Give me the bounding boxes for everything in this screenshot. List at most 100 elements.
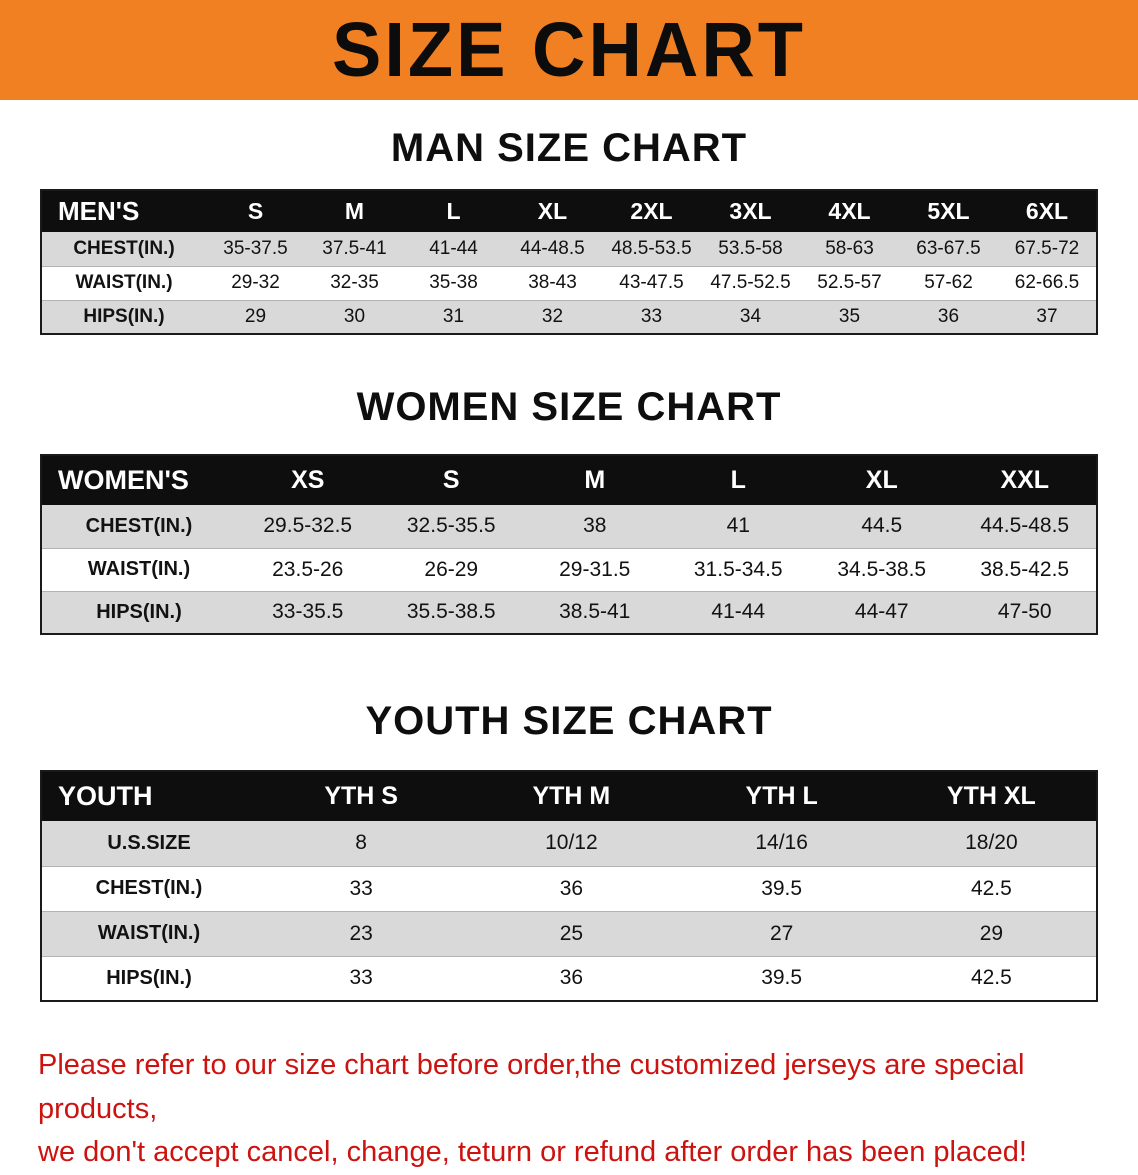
size-column-header: M bbox=[523, 455, 667, 505]
page-title: SIZE CHART bbox=[332, 6, 806, 93]
size-value-cell: 27 bbox=[769, 921, 794, 945]
table-corner-label: YOUTH bbox=[41, 771, 256, 821]
table-header-row: WOMEN'S XS S M L XL XXL bbox=[41, 455, 1097, 505]
size-value-cell: 34 bbox=[739, 305, 762, 327]
size-value-cell: 57-62 bbox=[924, 272, 973, 293]
size-value-cell: 35.5-38.5 bbox=[406, 600, 496, 624]
size-column-header: XS bbox=[236, 455, 380, 505]
table-header-row: MEN'S S M L XL 2XL 3XL 4XL 5XL 6XL bbox=[41, 190, 1097, 232]
size-value-cell: 29 bbox=[979, 921, 1004, 945]
row-label: HIPS(IN.) bbox=[83, 305, 165, 327]
youth-section-title: YOUTH SIZE CHART bbox=[365, 699, 773, 743]
size-column-header: XL bbox=[810, 455, 954, 505]
size-value-cell: 8 bbox=[355, 831, 367, 855]
row-label: CHEST(IN.) bbox=[95, 877, 203, 899]
size-column-header: 5XL bbox=[899, 190, 998, 232]
size-value-cell: 38.5-42.5 bbox=[980, 557, 1070, 581]
size-value-cell: 44.5 bbox=[861, 514, 903, 538]
table-corner-label: WOMEN'S bbox=[41, 455, 236, 505]
size-value-cell: 29.5-32.5 bbox=[263, 514, 353, 538]
size-value-cell: 42.5 bbox=[970, 966, 1012, 990]
size-value-cell: 32.5-35.5 bbox=[406, 514, 496, 538]
size-column-header: YTH XL bbox=[886, 771, 1097, 821]
measurement-row: WAIST(IN.) 29-32 32-35 35-38 38-43 43-47.5 47.… bbox=[41, 266, 1097, 300]
row-label: U.S.SIZE bbox=[107, 831, 191, 854]
size-value-cell: 33 bbox=[640, 305, 663, 327]
women-size-section: WOMEN SIZE CHART WOMEN'S XS S M L XL XXL CHEST(… bbox=[0, 385, 1138, 635]
size-value-cell: 31.5-34.5 bbox=[693, 557, 783, 581]
size-value-cell: 23.5-26 bbox=[272, 557, 344, 581]
table-corner-label: MEN'S bbox=[41, 190, 206, 232]
size-value-cell: 33-35.5 bbox=[272, 600, 344, 624]
size-column-header: YTH S bbox=[256, 771, 467, 821]
size-value-cell: 47-50 bbox=[997, 600, 1052, 624]
row-label: CHEST(IN.) bbox=[73, 237, 175, 259]
size-value-cell: 67.5-72 bbox=[1014, 237, 1080, 259]
size-value-cell: 18/20 bbox=[965, 831, 1018, 855]
size-column-header: 4XL bbox=[800, 190, 899, 232]
size-value-cell: 29-31.5 bbox=[559, 557, 631, 581]
size-value-cell: 44.5-48.5 bbox=[980, 514, 1070, 538]
size-value-cell: 53.5-58 bbox=[718, 237, 783, 259]
size-value-cell: 36 bbox=[559, 876, 584, 900]
measurement-row: WAIST(IN.) 23.5-26 26-29 29-31.5 31.5-34.5 34… bbox=[41, 548, 1097, 591]
size-value-cell: 10/12 bbox=[545, 831, 598, 855]
size-value-cell: 35 bbox=[838, 305, 861, 327]
size-column-header: 3XL bbox=[701, 190, 800, 232]
size-value-cell: 38.5-41 bbox=[559, 600, 631, 624]
size-value-cell: 35-37.5 bbox=[223, 237, 288, 259]
row-label: WAIST(IN.) bbox=[87, 558, 191, 580]
size-value-cell: 44-48.5 bbox=[520, 237, 585, 259]
measurement-row: CHEST(IN.) 35-37.5 37.5-41 41-44 44-48.5 48.5… bbox=[41, 232, 1097, 266]
size-value-cell: 36 bbox=[937, 305, 960, 327]
size-value-cell: 34.5-38.5 bbox=[837, 557, 927, 581]
size-column-header: L bbox=[666, 455, 810, 505]
size-value-cell: 48.5-53.5 bbox=[611, 237, 692, 259]
measurement-row: U.S.SIZE 8 10/12 14/16 18/20 bbox=[41, 821, 1097, 866]
size-value-cell: 41 bbox=[726, 514, 750, 538]
disclaimer: Please refer to our size chart before or… bbox=[0, 1044, 1138, 1175]
size-value-cell: 37 bbox=[1036, 305, 1058, 327]
size-value-cell: 62-66.5 bbox=[1014, 272, 1080, 293]
size-value-cell: 37.5-41 bbox=[322, 237, 387, 259]
size-value-cell: 29-32 bbox=[231, 272, 280, 293]
men-size-table: MEN'S S M L XL 2XL 3XL 4XL 5XL 6XL CHEST(IN.) 35-37… bbox=[40, 189, 1098, 335]
size-value-cell: 30 bbox=[343, 305, 366, 327]
size-value-cell: 44-47 bbox=[854, 600, 909, 624]
size-value-cell: 39.5 bbox=[761, 876, 803, 900]
size-value-cell: 58-63 bbox=[825, 237, 874, 259]
measurement-row: CHEST(IN.) 33 36 39.5 42.5 bbox=[41, 866, 1097, 911]
size-column-header: 2XL bbox=[602, 190, 701, 232]
table-header-row: YOUTH YTH S YTH M YTH L YTH XL bbox=[41, 771, 1097, 821]
size-column-header: XXL bbox=[953, 455, 1097, 505]
measurement-row: HIPS(IN.) 29 30 31 32 33 34 35 36 37 bbox=[41, 300, 1097, 334]
size-value-cell: 63-67.5 bbox=[916, 237, 981, 259]
size-value-cell: 26-29 bbox=[424, 557, 479, 581]
size-column-header: L bbox=[404, 190, 503, 232]
size-column-header: YTH M bbox=[466, 771, 677, 821]
row-label: WAIST(IN.) bbox=[97, 922, 201, 944]
measurement-row: HIPS(IN.) 33 36 39.5 42.5 bbox=[41, 956, 1097, 1001]
size-value-cell: 14/16 bbox=[755, 831, 808, 855]
measurement-row: CHEST(IN.) 29.5-32.5 32.5-35.5 38 41 44.5 44.5… bbox=[41, 505, 1097, 548]
size-value-cell: 47.5-52.5 bbox=[710, 272, 791, 293]
men-size-section: MAN SIZE CHART MEN'S S M L XL 2XL 3XL 4XL 5XL 6XL… bbox=[0, 126, 1138, 335]
measurement-row: WAIST(IN.) 23 25 27 29 bbox=[41, 911, 1097, 956]
size-value-cell: 23 bbox=[349, 921, 373, 945]
size-value-cell: 31 bbox=[442, 305, 465, 327]
size-column-header: M bbox=[305, 190, 404, 232]
youth-size-section: YOUTH SIZE CHART YOUTH YTH S YTH M YTH L YTH… bbox=[0, 699, 1138, 1002]
size-value-cell: 38-43 bbox=[528, 272, 577, 293]
men-section-title: MAN SIZE CHART bbox=[390, 126, 748, 170]
size-value-cell: 33 bbox=[349, 876, 373, 900]
size-value-cell: 32-35 bbox=[330, 272, 379, 293]
size-value-cell: 43-47.5 bbox=[619, 272, 684, 293]
size-value-cell: 41-44 bbox=[429, 237, 478, 259]
banner: SIZE CHART bbox=[0, 0, 1138, 100]
size-value-cell: 35-38 bbox=[429, 272, 478, 293]
size-value-cell: 52.5-57 bbox=[817, 272, 882, 293]
size-column-header: S bbox=[206, 190, 305, 232]
size-value-cell: 38 bbox=[583, 514, 607, 538]
size-value-cell: 25 bbox=[559, 921, 584, 945]
